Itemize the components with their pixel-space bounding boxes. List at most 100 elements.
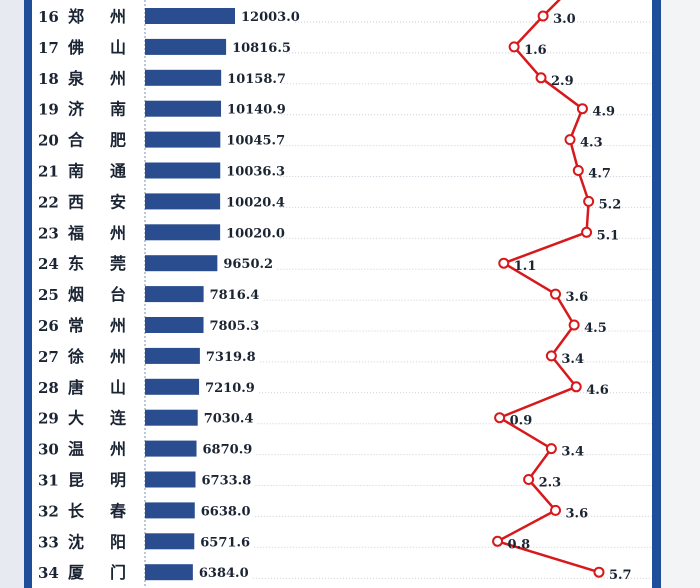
rank-label: 27	[38, 348, 59, 366]
growth-marker	[593, 566, 605, 578]
rank-label: 20	[38, 132, 59, 150]
value-label: 7805.3	[210, 319, 260, 334]
city-label-char: 连	[110, 409, 127, 428]
value-label: 7319.8	[206, 350, 256, 365]
growth-label: 5.1	[597, 228, 620, 243]
rank-label: 17	[38, 39, 59, 57]
bar-21	[145, 162, 221, 179]
city-label-char: 常	[68, 316, 84, 335]
growth-marker	[494, 412, 506, 424]
bar-34	[145, 564, 193, 581]
growth-label: 2.9	[551, 74, 574, 89]
growth-label: 1.1	[514, 259, 537, 274]
left-margin-band	[0, 0, 24, 588]
city-label-char: 通	[110, 162, 126, 181]
city-label-char: 台	[110, 285, 126, 304]
growth-label: 4.6	[586, 383, 609, 398]
rank-label: 25	[38, 286, 59, 304]
value-label: 10020.4	[226, 195, 285, 210]
rank-label: 33	[38, 533, 59, 551]
growth-label: 0.8	[508, 537, 531, 552]
city-label-char: 肥	[110, 131, 126, 150]
rank-label: 21	[38, 163, 59, 181]
value-label: 6384.0	[199, 566, 249, 581]
rank-label: 19	[38, 101, 59, 119]
value-label: 10158.7	[227, 72, 286, 87]
city-label-char: 西	[68, 192, 84, 211]
city-label-char: 福	[67, 223, 84, 242]
growth-label: 4.9	[592, 105, 615, 120]
city-label-char: 州	[109, 316, 126, 335]
growth-label: 2.3	[539, 476, 562, 491]
city-label-char: 泉	[68, 69, 85, 88]
city-label-char: 州	[109, 347, 126, 366]
rank-label: 26	[38, 317, 59, 335]
bar-33	[145, 533, 195, 550]
city-label-char: 徐	[67, 347, 84, 366]
gridlines	[252, 21, 652, 579]
rank-label: 28	[38, 379, 59, 397]
growth-label: 4.3	[580, 136, 603, 151]
rank-label: 30	[38, 441, 59, 459]
growth-label: 0.9	[510, 414, 533, 429]
bar-26	[145, 317, 204, 333]
growth-marker	[537, 10, 549, 22]
city-label-char: 厦	[68, 563, 85, 582]
city-label-char: 烟	[68, 285, 84, 304]
city-label-char: 州	[109, 223, 126, 242]
value-label: 6733.8	[201, 474, 251, 489]
city-label-char: 州	[109, 440, 126, 459]
bar-20	[145, 131, 221, 148]
rank-label: 24	[38, 255, 59, 273]
city-label-char: 山	[110, 38, 126, 57]
bar-18	[145, 69, 222, 86]
city-label-char: 莞	[110, 254, 126, 273]
growth-marker	[545, 443, 557, 455]
city-label-char: 沈	[68, 532, 84, 551]
city-label-char: 东	[68, 254, 84, 273]
growth-marker	[564, 134, 576, 146]
growth-label: 1.6	[524, 43, 547, 58]
value-label: 10045.7	[226, 134, 285, 149]
growth-marker	[508, 41, 520, 53]
growth-marker	[570, 381, 582, 393]
city-label-char: 唐	[68, 378, 84, 397]
value-label: 9650.2	[223, 257, 273, 272]
value-label: 7816.4	[210, 288, 260, 303]
bar-24	[145, 255, 218, 272]
growth-marker	[583, 195, 595, 207]
growth-polyline	[494, 0, 600, 574]
growth-label: 4.5	[584, 321, 607, 336]
bar-32	[145, 502, 195, 519]
bar-30	[145, 440, 197, 457]
value-label: 6870.9	[203, 443, 253, 458]
city-label-char: 明	[110, 471, 126, 490]
growth-label: 4.7	[588, 167, 611, 182]
value-label: 7210.9	[205, 381, 255, 396]
growth-marker	[492, 535, 504, 547]
growth-marker	[545, 350, 557, 362]
bar-31	[145, 471, 196, 488]
city-label-char: 州	[109, 7, 126, 26]
city-label-char: 春	[109, 501, 127, 520]
growth-marker	[498, 257, 510, 269]
city-label-char: 温	[67, 440, 84, 459]
rank-label: 32	[38, 502, 59, 520]
rank-label: 22	[38, 193, 59, 211]
growth-label: 3.6	[566, 290, 589, 305]
city-label-char: 济	[68, 100, 85, 119]
value-label: 7030.4	[204, 412, 254, 427]
frame-right-border	[652, 0, 661, 588]
growth-label: 3.4	[561, 445, 584, 460]
growth-marker	[572, 165, 584, 176]
bar-28	[145, 378, 200, 395]
growth-line: 3.0 1.6 2.9 4.9 4.3 4.7 5.2 5.1 1.1 3.6 4.5 3.4 4.6 0…	[492, 0, 632, 583]
bar-16	[145, 8, 235, 24]
growth-label: 5.7	[609, 568, 632, 583]
city-label-char: 合	[68, 131, 85, 150]
value-label: 6638.0	[201, 504, 251, 519]
city-label-char: 昆	[68, 471, 84, 490]
rank-label: 16	[38, 8, 59, 26]
rank-label: 23	[38, 224, 59, 242]
